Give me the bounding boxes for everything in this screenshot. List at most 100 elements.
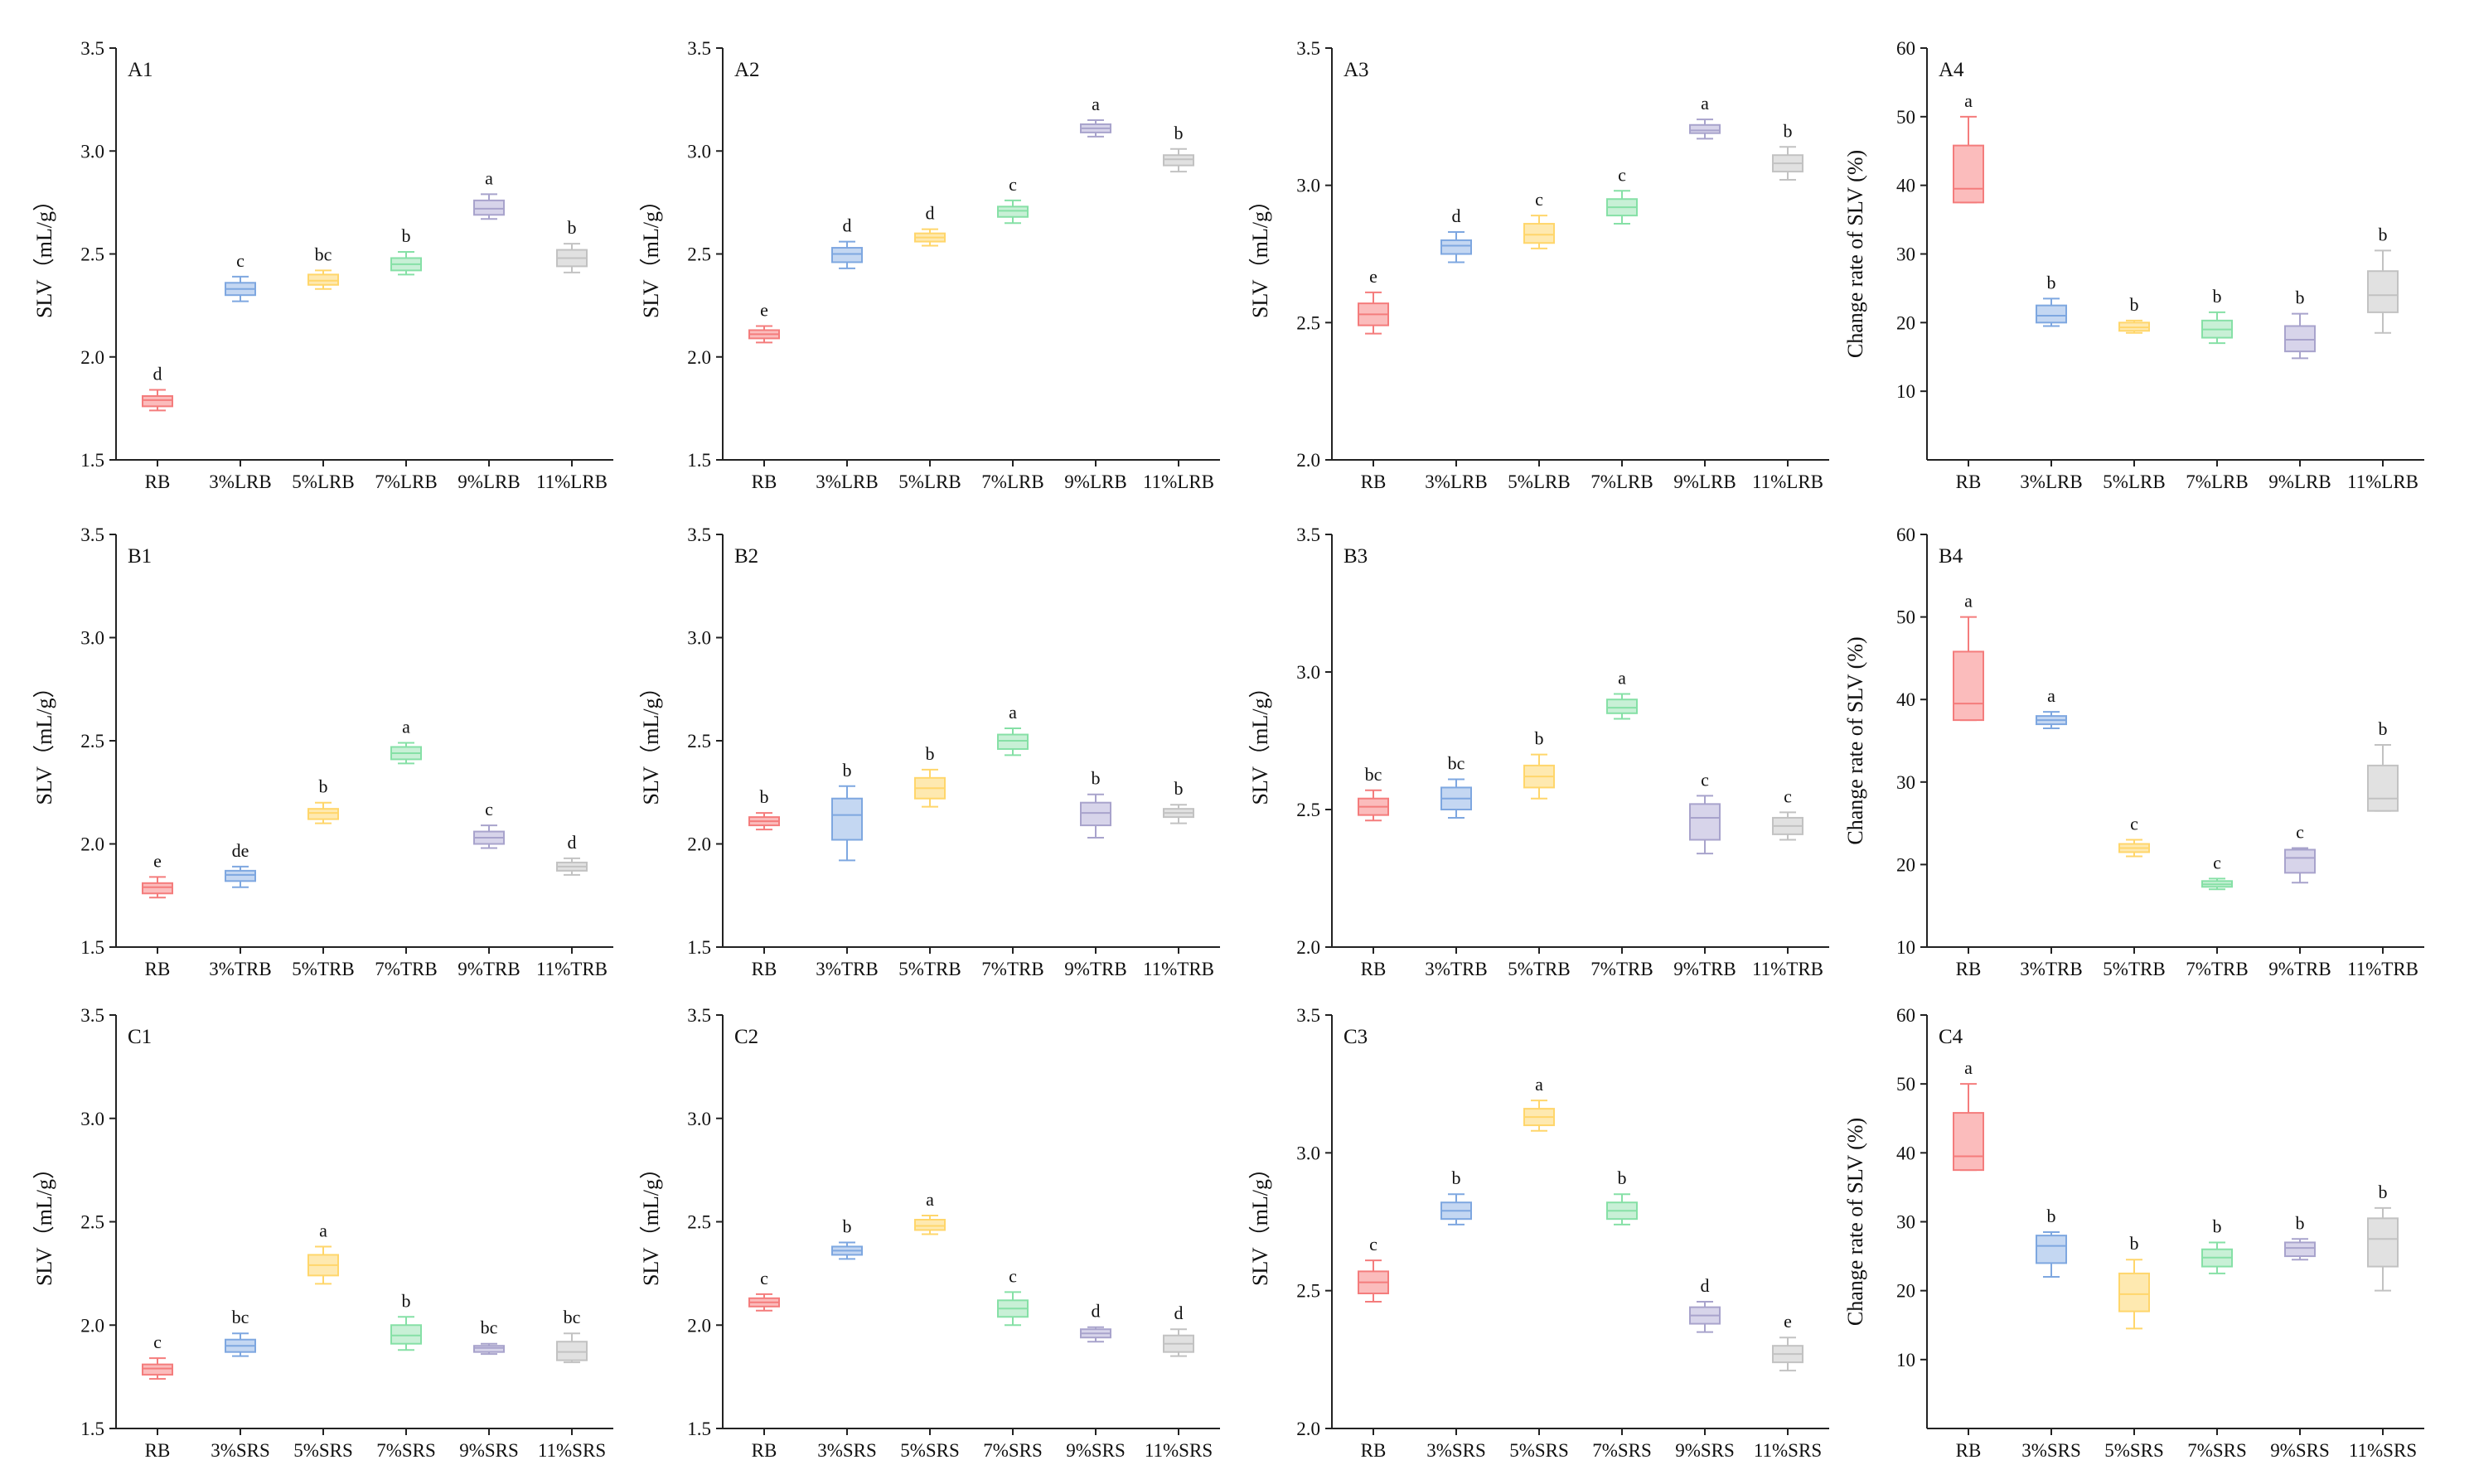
significance-label: c	[2213, 852, 2221, 873]
significance-label: b	[1092, 768, 1101, 789]
y-tick-label: 20	[1896, 854, 1915, 875]
y-axis-label: SLV（mL/g）	[639, 676, 663, 805]
significance-label: b	[2130, 1233, 2139, 1254]
significance-label: b	[1784, 120, 1793, 141]
x-tick-label: 9%SRS	[459, 1440, 519, 1461]
box-body	[2118, 1272, 2150, 1312]
y-tick-label: 3.0	[1296, 176, 1320, 196]
significance-label: b	[402, 1290, 411, 1311]
significance-label: a	[1092, 94, 1100, 114]
box-body	[1689, 803, 1721, 841]
x-tick-label: RB	[752, 471, 777, 492]
y-axis-label: SLV（mL/g）	[1248, 676, 1272, 805]
significance-label: e	[1369, 266, 1377, 287]
panel-label: B2	[734, 545, 758, 568]
significance-label: b	[843, 1216, 852, 1236]
panel-label: A1	[128, 59, 153, 81]
box-body	[1440, 239, 1472, 255]
panel-c4: 10 20 30 40 50 60 Change rate of SLV (%) C4 RB a 3…	[1843, 1005, 2424, 1461]
significance-label: e	[1784, 1311, 1792, 1332]
y-tick-label: 3.0	[687, 628, 711, 649]
x-tick-label: 9%LRB	[2268, 471, 2331, 492]
y-axis-label: Change rate of SLV (%)	[1843, 150, 1867, 358]
box-body	[1953, 1112, 1984, 1172]
box-body	[2284, 1241, 2316, 1258]
significance-label: d	[1092, 1301, 1101, 1322]
x-tick-label: 9%SRS	[1066, 1440, 1126, 1461]
significance-label: c	[760, 1268, 768, 1288]
x-tick-label: 3%TRB	[1425, 959, 1487, 979]
significance-label: a	[926, 1189, 934, 1210]
y-tick-label: 1.5	[687, 937, 711, 958]
x-tick-label: 11%LRB	[536, 471, 608, 492]
box-body	[2367, 1217, 2399, 1268]
x-tick-label: 7%TRB	[2186, 959, 2248, 979]
significance-label: b	[926, 743, 935, 764]
box-body	[142, 394, 173, 408]
panel-label: C3	[1344, 1026, 1368, 1048]
y-tick-label: 3.5	[687, 524, 711, 545]
x-tick-label: 7%SRS	[376, 1440, 436, 1461]
x-tick-label: 7%LRB	[2186, 471, 2248, 492]
significance-label: b	[2296, 1212, 2305, 1233]
significance-label: a	[319, 1220, 327, 1240]
box-body	[997, 205, 1029, 218]
x-tick-label: 5%LRB	[292, 471, 354, 492]
x-tick-label: 3%TRB	[816, 959, 878, 979]
x-tick-label: RB	[145, 959, 171, 979]
y-tick-label: 40	[1896, 689, 1915, 710]
panel-a1: 1.5 2.0 2.5 3.0 3.5 SLV（mL/g） A1 RB d 3%LRB c 5%LRB…	[32, 38, 613, 492]
y-axis-label: SLV（mL/g）	[639, 1158, 663, 1286]
x-tick-label: RB	[145, 1440, 171, 1461]
x-tick-label: 3%SRS	[2021, 1440, 2081, 1461]
x-tick-label: 11%SRS	[2349, 1440, 2417, 1461]
y-tick-label: 50	[1896, 107, 1915, 128]
y-tick-label: 1.5	[687, 450, 711, 471]
y-tick-label: 60	[1896, 38, 1915, 59]
box-body	[473, 1345, 505, 1353]
y-tick-label: 1.5	[80, 450, 104, 471]
significance-label: d	[1701, 1275, 1710, 1296]
x-tick-label: 3%LRB	[2020, 471, 2082, 492]
box-body	[1523, 223, 1555, 244]
x-tick-label: 3%SRS	[1426, 1440, 1486, 1461]
y-tick-label: 2.5	[687, 731, 711, 752]
y-axis-label: SLV（mL/g）	[32, 190, 56, 318]
x-tick-label: 5%LRB	[898, 471, 961, 492]
significance-label: c	[1701, 769, 1709, 790]
x-tick-label: 5%LRB	[1508, 471, 1570, 492]
significance-label: b	[568, 217, 577, 238]
box-body	[1163, 154, 1194, 167]
y-tick-label: 2.0	[687, 834, 711, 855]
x-tick-label: 11%TRB	[2347, 959, 2418, 979]
y-tick-label: 2.0	[687, 347, 711, 368]
y-axis-label: SLV（mL/g）	[639, 190, 663, 318]
significance-label: c	[485, 799, 493, 819]
x-tick-label: 5%LRB	[2103, 471, 2165, 492]
y-axis-label: SLV（mL/g）	[32, 1158, 56, 1286]
x-tick-label: 5%SRS	[900, 1440, 960, 1461]
significance-label: bc	[315, 244, 332, 264]
box-body	[1689, 123, 1721, 134]
x-tick-label: 5%SRS	[293, 1440, 353, 1461]
x-tick-label: 11%SRS	[538, 1440, 606, 1461]
box-body	[2367, 270, 2399, 313]
box-body	[1953, 650, 1984, 722]
box-body	[142, 882, 173, 895]
y-tick-label: 2.5	[80, 1212, 104, 1233]
y-tick-label: 10	[1896, 937, 1915, 958]
significance-label: a	[402, 716, 410, 737]
x-tick-label: 11%LRB	[1752, 471, 1823, 492]
significance-label: c	[1784, 786, 1792, 806]
significance-label: c	[1009, 174, 1017, 195]
x-tick-label: 3%LRB	[1425, 471, 1487, 492]
panel-a3: 2.0 2.5 3.0 3.5 SLV（mL/g） A3 RB e 3%LRB d 5%LRB c 7%…	[1248, 38, 1829, 492]
significance-label: b	[2296, 288, 2305, 308]
significance-label: b	[2213, 286, 2222, 307]
y-tick-label: 2.5	[80, 244, 104, 265]
x-tick-label: RB	[1361, 471, 1387, 492]
y-tick-label: 3.5	[687, 1005, 711, 1026]
box-body	[307, 808, 339, 820]
y-tick-label: 20	[1896, 1281, 1915, 1302]
panel-c3: 2.0 2.5 3.0 3.5 SLV（mL/g） C3 RB c 3%SRS b 5%SRS a 7%…	[1248, 1005, 1829, 1461]
